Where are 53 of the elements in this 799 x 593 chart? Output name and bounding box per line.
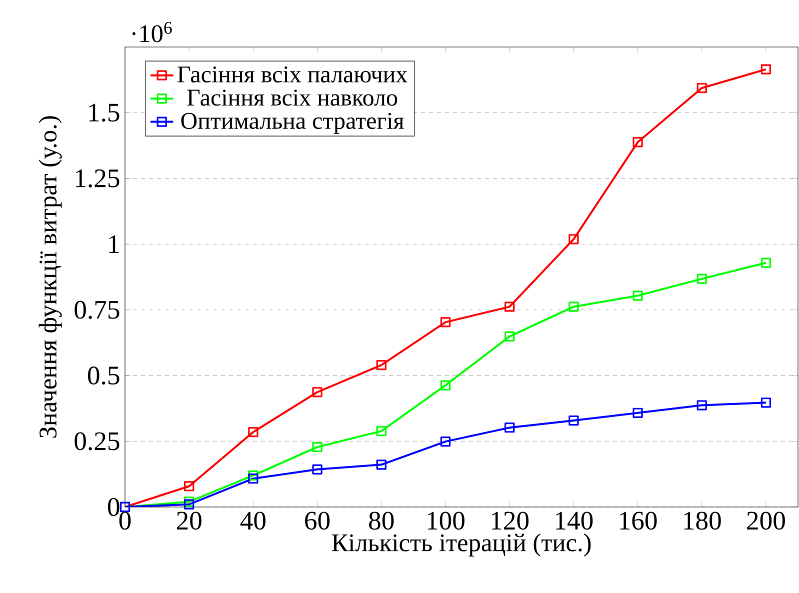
point bbox=[696, 400, 707, 410]
point bbox=[440, 317, 451, 328]
y-tick-label: 0.5 bbox=[88, 366, 120, 385]
x-tick-label: 60 bbox=[305, 512, 330, 530]
y-axis-title: Значення функції витрат (у.о.) bbox=[38, 116, 62, 438]
point bbox=[696, 274, 707, 284]
point bbox=[184, 499, 194, 510]
point bbox=[312, 387, 322, 398]
point bbox=[376, 426, 386, 436]
point bbox=[760, 398, 772, 408]
point bbox=[504, 331, 515, 342]
point bbox=[568, 302, 579, 312]
point bbox=[568, 234, 579, 244]
y-tick-label: 1 bbox=[109, 235, 119, 253]
point bbox=[376, 360, 386, 370]
x-tick-label: 40 bbox=[240, 512, 266, 530]
y-tick-label: 0 bbox=[108, 498, 120, 516]
text: ·10$^{6}$ bbox=[132, 22, 172, 42]
x-tick-label: 160 bbox=[620, 512, 657, 530]
x-tick-label: 100 bbox=[428, 512, 464, 530]
point bbox=[376, 460, 386, 470]
point bbox=[184, 481, 194, 492]
legend-label: Гасіння всіх навколо bbox=[187, 90, 398, 106]
y-tick-label: 1.25 bbox=[76, 169, 120, 188]
x-tick-label: 180 bbox=[684, 512, 721, 530]
y-tick-label: 0.25 bbox=[74, 432, 120, 450]
point bbox=[760, 258, 772, 268]
point bbox=[632, 290, 643, 301]
point bbox=[504, 302, 515, 312]
x-axis-title: Кількість ітерацій (тис.) bbox=[332, 534, 591, 556]
point bbox=[760, 64, 772, 74]
point bbox=[568, 415, 579, 426]
y-tick-label: 0.75 bbox=[74, 300, 120, 319]
point bbox=[248, 474, 258, 484]
y-tick-label: 1.5 bbox=[89, 104, 120, 122]
point bbox=[312, 442, 322, 452]
x-tick-label: 80 bbox=[369, 512, 394, 530]
point bbox=[248, 427, 258, 438]
point bbox=[312, 464, 322, 474]
point bbox=[632, 408, 643, 418]
legend-label: Оптимальна стратегія bbox=[181, 112, 404, 134]
point bbox=[440, 380, 451, 390]
x-tick-label: 140 bbox=[556, 512, 593, 530]
point bbox=[696, 82, 707, 94]
x-tick-label: 20 bbox=[176, 512, 202, 530]
point bbox=[248, 470, 258, 481]
x-tick-label: 120 bbox=[492, 512, 529, 530]
point bbox=[440, 436, 451, 447]
legend-label: Гасіння всіх палаючих bbox=[178, 66, 408, 83]
point bbox=[504, 422, 515, 433]
x-tick-label: 200 bbox=[747, 512, 785, 530]
point bbox=[632, 137, 643, 148]
x-tick-label: 0 bbox=[119, 512, 131, 530]
